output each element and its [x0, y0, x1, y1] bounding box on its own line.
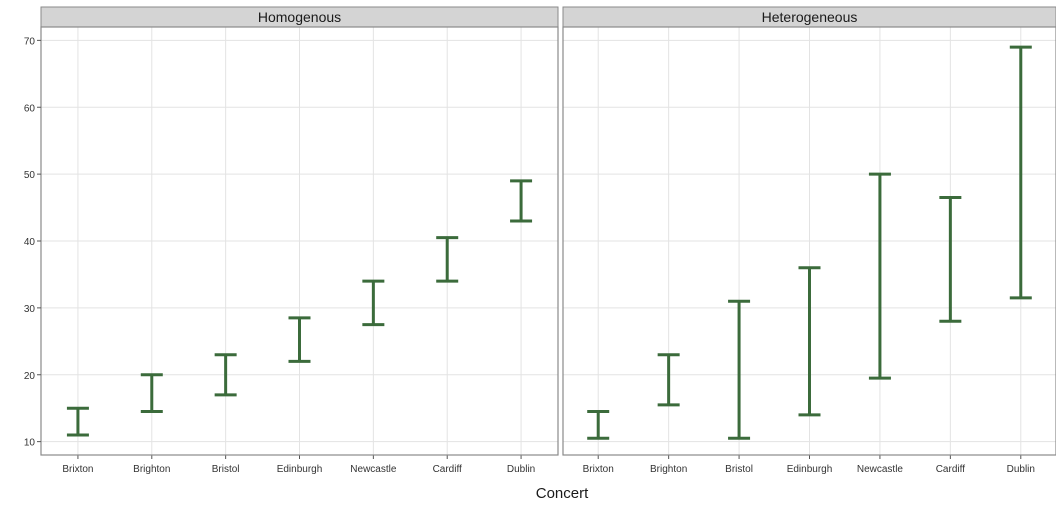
error-bar [939, 196, 962, 323]
x-tick-label: Edinburgh [277, 464, 323, 475]
facet-strip-label: Homogenous [258, 9, 341, 25]
x-tick-label: Dublin [507, 464, 535, 475]
error-bar [288, 316, 311, 363]
facet-strip-label: Heterogeneous [762, 9, 858, 25]
x-tick-label: Brixton [583, 464, 614, 475]
x-tick-label: Cardiff [433, 464, 462, 475]
x-axis-title: Concert [536, 485, 589, 502]
x-tick-label: Newcastle [350, 464, 397, 475]
y-tick-label: 30 [24, 304, 36, 315]
error-bar [140, 373, 163, 414]
y-tick-label: 50 [24, 170, 36, 181]
error-bar [657, 353, 680, 407]
error-bar [436, 236, 459, 283]
error-bar [798, 266, 821, 417]
x-tick-label: Dublin [1007, 464, 1035, 475]
facet-panels: Homogenous Brixton Brighton Bristol Edinburg… [40, 6, 1056, 475]
error-bar [728, 299, 751, 440]
panel-border [562, 26, 1056, 456]
y-tick-label: 60 [24, 103, 36, 114]
error-bar [214, 353, 237, 397]
error-bar [66, 406, 89, 437]
error-bar [868, 172, 891, 380]
y-tick-label: 20 [24, 371, 36, 382]
error-bar [510, 179, 533, 223]
x-tick-label: Brighton [133, 464, 170, 475]
facet-panel: Homogenous Brixton Brighton Bristol Edinburg… [40, 6, 559, 475]
y-tick-label: 40 [24, 237, 36, 248]
x-tick-label: Cardiff [936, 464, 965, 475]
error-bar [587, 410, 610, 440]
error-bar [1009, 45, 1032, 300]
x-tick-label: Edinburgh [787, 464, 833, 475]
y-axis: 10 20 30 40 50 60 70 [24, 36, 41, 449]
error-bar [362, 279, 385, 327]
x-tick-label: Brighton [650, 464, 687, 475]
x-tick-label: Brixton [62, 464, 93, 475]
x-tick-label: Bristol [212, 464, 240, 475]
y-tick-label: 70 [24, 36, 36, 47]
y-tick-label: 10 [24, 438, 36, 449]
facet-panel: Heterogeneous Brixton Brighton Bristol Edinb… [562, 6, 1056, 475]
x-tick-label: Newcastle [857, 464, 904, 475]
x-tick-label: Bristol [725, 464, 753, 475]
